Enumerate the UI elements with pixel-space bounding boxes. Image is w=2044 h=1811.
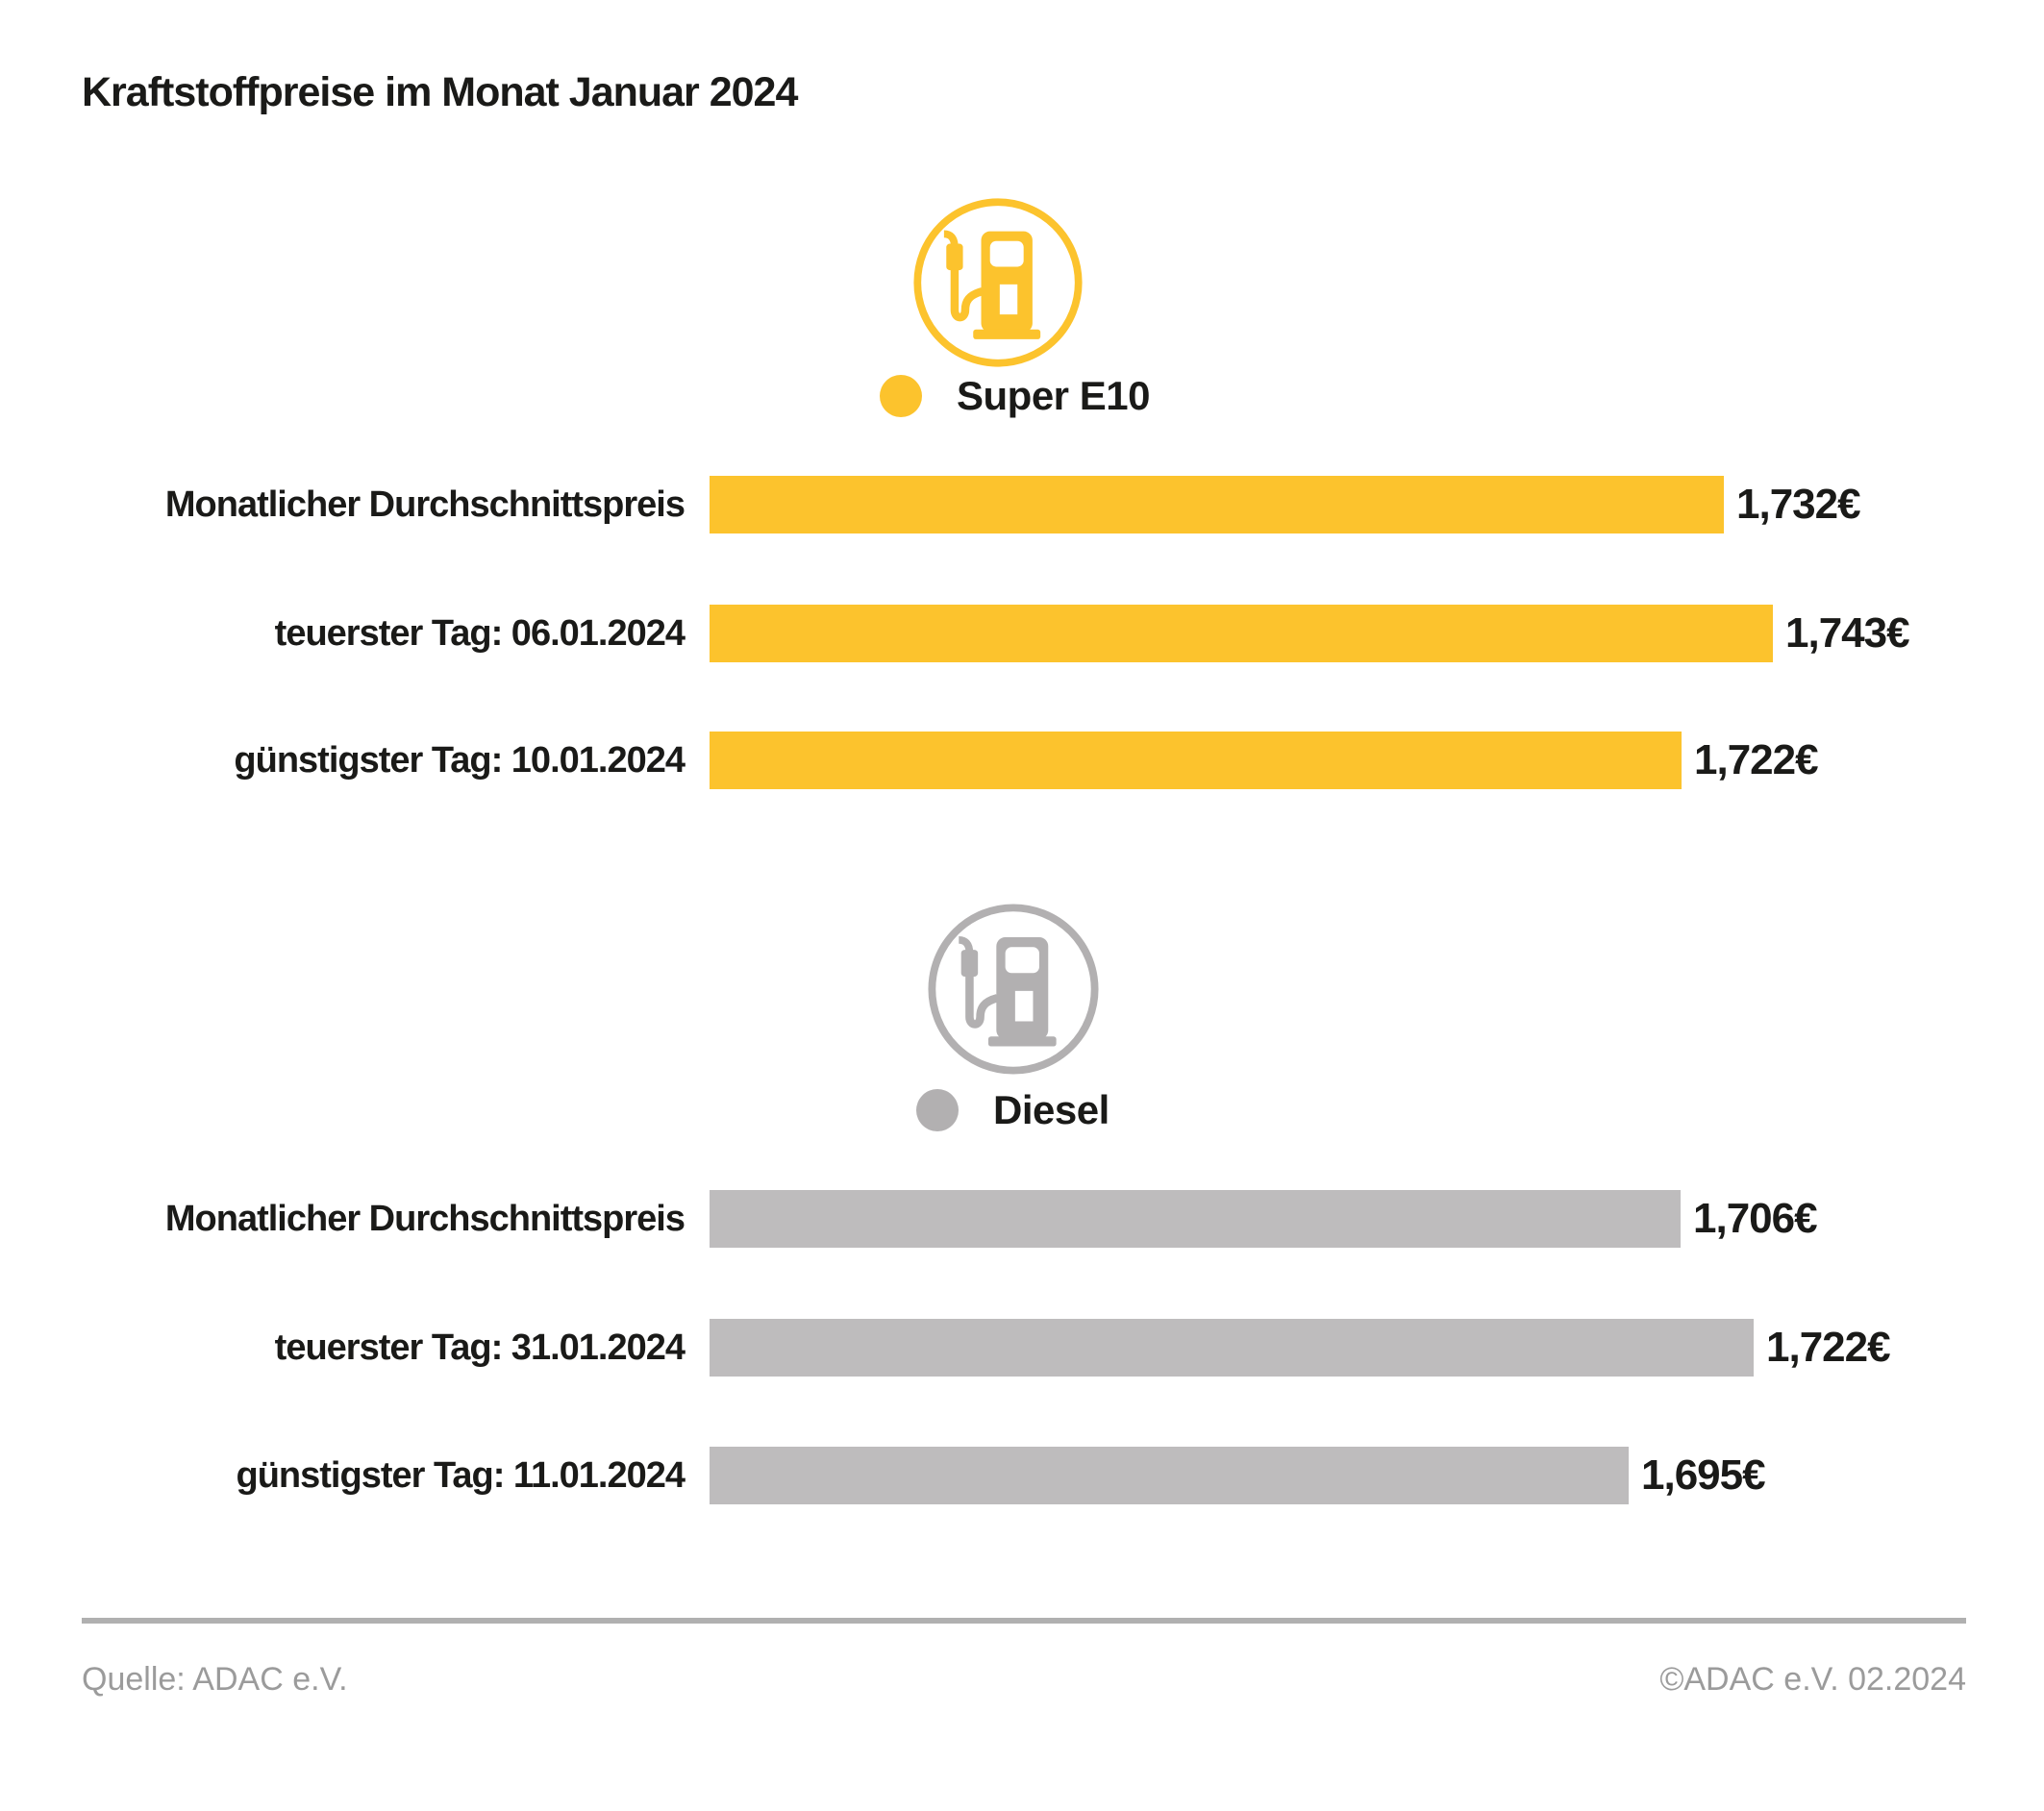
- bar-label: günstigster Tag: 10.01.2024: [234, 739, 685, 781]
- bar-row-diesel-min: günstigster Tag: 11.01.2024 1,695€: [0, 1447, 2044, 1504]
- bar-value: 1,743€: [1785, 609, 1910, 657]
- bar-label: teuerster Tag: 06.01.2024: [274, 612, 685, 654]
- source-text: Quelle: ADAC e.V.: [82, 1661, 348, 1698]
- fuel-pump-icon: [928, 904, 1099, 1075]
- copyright-text: ©ADAC e.V. 02.2024: [1659, 1661, 1966, 1698]
- legend-super-e10: Super E10: [880, 373, 1150, 419]
- bar-label: günstigster Tag: 11.01.2024: [236, 1454, 686, 1496]
- bar-value: 1,732€: [1736, 481, 1861, 528]
- bar-value: 1,695€: [1641, 1451, 1766, 1499]
- legend-dot-diesel: [916, 1089, 959, 1131]
- bar-super-average: [710, 476, 1724, 533]
- bar-super-max: [710, 605, 1773, 662]
- legend-label-super-e10: Super E10: [957, 373, 1150, 418]
- fuel-pump-icon: [913, 198, 1083, 367]
- bar-row-diesel-average: Monatlicher Durchschnittspreis 1,706€: [0, 1190, 2044, 1248]
- footer-divider: [82, 1618, 1966, 1624]
- bar-super-min: [710, 732, 1682, 789]
- bar-row-super-min: günstigster Tag: 10.01.2024 1,722€: [0, 732, 2044, 789]
- bar-label: teuerster Tag: 31.01.2024: [274, 1327, 685, 1368]
- bar-label: Monatlicher Durchschnittspreis: [164, 484, 685, 525]
- bar-value: 1,722€: [1766, 1324, 1891, 1371]
- bar-value: 1,706€: [1693, 1195, 1818, 1242]
- bar-label: Monatlicher Durchschnittspreis: [164, 1198, 685, 1239]
- bar-diesel-average: [710, 1190, 1681, 1248]
- legend-label-diesel: Diesel: [993, 1087, 1109, 1132]
- bar-row-diesel-max: teuerster Tag: 31.01.2024 1,722€: [0, 1319, 2044, 1377]
- bar-diesel-max: [710, 1319, 1754, 1377]
- bar-diesel-min: [710, 1447, 1629, 1504]
- bar-row-super-max: teuerster Tag: 06.01.2024 1,743€: [0, 605, 2044, 662]
- legend-dot-super-e10: [880, 375, 922, 417]
- bar-value: 1,722€: [1694, 736, 1819, 783]
- legend-diesel: Diesel: [916, 1087, 1109, 1133]
- page-title: Kraftstoffpreise im Monat Januar 2024: [82, 69, 798, 115]
- bar-row-super-average: Monatlicher Durchschnittspreis 1,732€: [0, 476, 2044, 533]
- footer: Quelle: ADAC e.V. ©ADAC e.V. 02.2024: [82, 1661, 1966, 1699]
